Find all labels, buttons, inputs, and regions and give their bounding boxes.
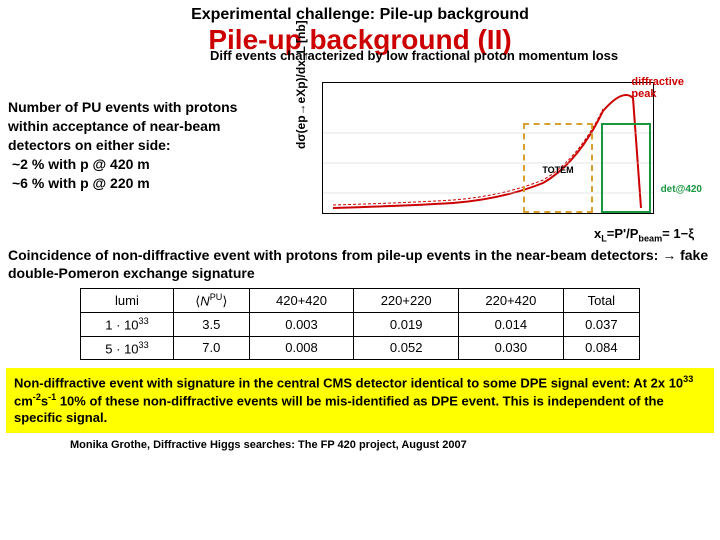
- diffractive-peak-label: diffractive peak: [631, 76, 684, 100]
- table-header: 220+220: [354, 288, 459, 312]
- table-cell: 0.084: [563, 336, 639, 359]
- diffpeak-word1: diffractive: [631, 76, 684, 88]
- table-cell: 7.0: [173, 336, 249, 359]
- table-row: 5 · 1033 7.0 0.008 0.052 0.030 0.084: [81, 336, 640, 359]
- table-cell: 0.003: [249, 313, 354, 336]
- table-cell: 3.5: [173, 313, 249, 336]
- xl-formula: xL=P'/Pbeam= 1−ξ: [0, 226, 720, 244]
- totem-label: TOTEM: [525, 165, 591, 175]
- pu-line1: Number of PU events with protons: [8, 99, 237, 115]
- table-header-row: lumi ⟨NPU⟩ 420+420 220+220 220+420 Total: [81, 288, 640, 312]
- conclusion-highlight-box: Non-diffractive event with signature in …: [6, 368, 714, 433]
- table-row: 1 · 1033 3.5 0.003 0.019 0.014 0.037: [81, 313, 640, 336]
- table-cell: 0.019: [354, 313, 459, 336]
- data-table-wrap: lumi ⟨NPU⟩ 420+420 220+220 220+420 Total…: [80, 288, 640, 360]
- pu-line2: within acceptance of near-beam: [8, 118, 220, 134]
- coincidence-text: Coincidence of non-diffractive event wit…: [0, 246, 720, 282]
- top-section: Number of PU events with protons within …: [0, 74, 720, 224]
- table-cell: 0.052: [354, 336, 459, 359]
- pu-line4: ~2 % with p @ 420 m: [8, 156, 150, 172]
- pile-up-table: lumi ⟨NPU⟩ 420+420 220+220 220+420 Total…: [80, 288, 640, 360]
- totem-region-box: TOTEM: [523, 123, 593, 213]
- table-cell: 0.030: [459, 336, 564, 359]
- chart-plot-area: TOTEM: [322, 82, 654, 214]
- det420-label: det@420: [661, 184, 702, 195]
- diffpeak-word2: peak: [631, 88, 656, 100]
- table-header: Total: [563, 288, 639, 312]
- table-header: ⟨NPU⟩: [173, 288, 249, 312]
- pu-line5: ~6 % with p @ 220 m: [8, 175, 150, 191]
- table-cell: 5 · 1033: [81, 336, 174, 359]
- chart-y-axis-label: dσ(ep→eXp)/dx_L [nb]: [294, 20, 308, 149]
- page-header: Experimental challenge: Pile-up backgrou…: [0, 0, 720, 26]
- diffraction-chart: dσ(ep→eXp)/dx_L [nb] TOTEM diffractive p…: [298, 74, 688, 224]
- table-cell: 1 · 1033: [81, 313, 174, 336]
- slide-footer: Monika Grothe, Diffractive Higgs searche…: [0, 433, 720, 451]
- table-header: lumi: [81, 288, 174, 312]
- diff-characterization-text: Diff events characterized by low fractio…: [210, 48, 710, 63]
- pu-events-text: Number of PU events with protons within …: [0, 74, 298, 224]
- table-cell: 0.037: [563, 313, 639, 336]
- table-header: 420+420: [249, 288, 354, 312]
- table-cell: 0.014: [459, 313, 564, 336]
- table-cell: 0.008: [249, 336, 354, 359]
- table-header: 220+420: [459, 288, 564, 312]
- pu-line3: detectors on either side:: [8, 137, 171, 153]
- det420-region-box: [601, 123, 651, 213]
